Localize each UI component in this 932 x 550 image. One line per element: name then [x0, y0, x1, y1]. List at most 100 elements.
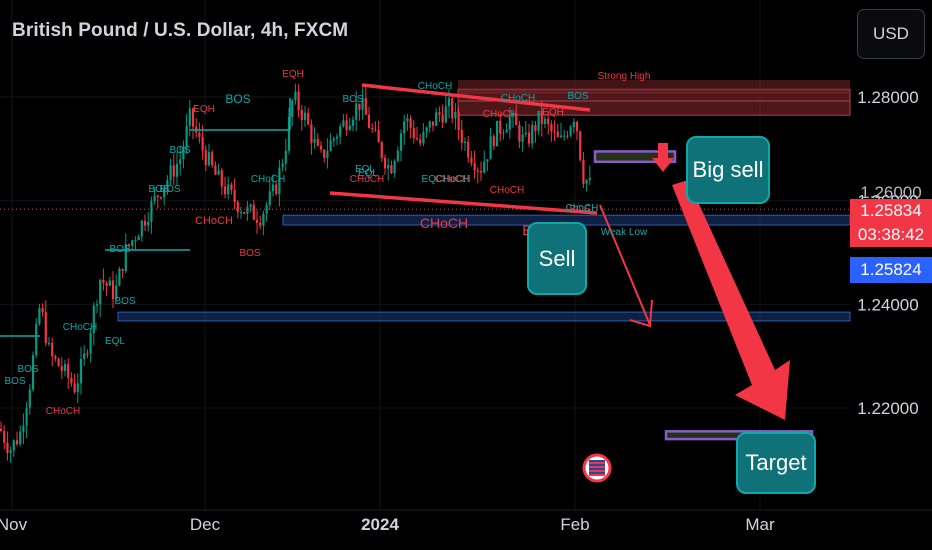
- x-tick-label: Feb: [560, 515, 589, 534]
- partial-price-label: 1.26000: [860, 183, 922, 202]
- structure-label: Strong High: [598, 71, 651, 82]
- candle-body: [166, 180, 169, 188]
- structure-label: CHoCH: [490, 185, 524, 196]
- candle-body: [431, 121, 435, 126]
- candle-body: [521, 134, 524, 142]
- candle-body: [169, 165, 172, 181]
- structure-label: CHoCH: [195, 215, 233, 227]
- candle-body: [572, 121, 575, 128]
- candle-body: [543, 118, 547, 124]
- candle-body: [185, 125, 188, 147]
- candle-body: [284, 150, 287, 164]
- structure-label: BOS: [567, 91, 588, 102]
- candle-body: [172, 165, 175, 177]
- candle-body: [86, 353, 89, 355]
- candle-body: [492, 136, 495, 147]
- candle-body: [105, 282, 108, 286]
- candle-body: [531, 125, 534, 144]
- candle-body: [460, 129, 463, 143]
- sell-arrow-head: [629, 299, 653, 328]
- candle-body: [463, 141, 467, 143]
- candle-body: [294, 91, 297, 101]
- candle-body: [102, 279, 105, 283]
- candle-body: [447, 98, 451, 107]
- zone-box: [593, 150, 677, 164]
- candle-body: [563, 135, 566, 137]
- candle-body: [188, 108, 191, 126]
- candle-body: [127, 244, 131, 246]
- candle-body: [31, 355, 35, 390]
- candle-body: [399, 133, 403, 151]
- candle-body: [191, 108, 195, 127]
- candle-body: [297, 91, 300, 111]
- candle-body: [335, 136, 339, 139]
- candle-body: [489, 136, 492, 160]
- candle-body: [303, 112, 307, 121]
- candle-body: [377, 129, 380, 143]
- candle-body: [457, 112, 460, 130]
- structure-label: BOS: [4, 376, 25, 387]
- candle-body: [422, 131, 425, 144]
- candle-body: [505, 129, 508, 133]
- candle-body: [15, 440, 19, 445]
- candle-body: [214, 165, 217, 175]
- candle-body: [569, 127, 572, 136]
- candle-body: [371, 127, 374, 130]
- candle-body: [319, 145, 323, 150]
- candle-body: [275, 184, 278, 194]
- candle-body: [300, 110, 303, 121]
- candle-body: [236, 201, 239, 213]
- candle-body: [332, 138, 335, 141]
- us-flag-icon-stripe: [589, 474, 605, 476]
- candle-body: [412, 128, 415, 139]
- target-arrow: [672, 180, 790, 420]
- candle-body: [115, 285, 118, 300]
- candle-body: [76, 383, 79, 393]
- candle-body: [223, 186, 227, 195]
- candle-body: [44, 312, 47, 344]
- structure-label: CHoCH: [435, 174, 469, 185]
- candle-body: [95, 304, 99, 306]
- candle-body: [140, 220, 143, 237]
- y-tick-label: 1.24000: [857, 295, 918, 314]
- structure-label: EQL: [105, 336, 125, 347]
- sell-annotation: Sell: [527, 222, 587, 295]
- candle-body: [524, 132, 527, 135]
- target-annotation: Target: [736, 432, 816, 494]
- candle-body: [255, 219, 259, 223]
- candle-body: [499, 120, 502, 134]
- candle-body: [556, 131, 559, 137]
- candle-body: [156, 195, 159, 198]
- candle-body: [387, 165, 390, 169]
- zone-band: [458, 80, 850, 94]
- candle-body: [230, 184, 233, 191]
- currency-button[interactable]: USD: [857, 9, 925, 59]
- candle-body: [60, 366, 63, 371]
- candle-body: [479, 170, 483, 173]
- structure-label: ChoCH: [566, 203, 599, 214]
- candle-body: [550, 124, 553, 132]
- candle-body: [204, 150, 207, 165]
- candle-body: [540, 110, 543, 124]
- candle-body: [12, 440, 15, 451]
- candle-body: [6, 442, 9, 453]
- candle-body: [515, 113, 518, 126]
- chart-title: British Pound / U.S. Dollar, 4h, FXCM: [12, 20, 349, 41]
- candle-body: [111, 280, 115, 300]
- candle-body: [143, 220, 147, 226]
- structure-label: BOS: [225, 92, 250, 106]
- candle-body: [175, 163, 179, 177]
- structure-label: Weak Low: [601, 227, 648, 238]
- candle-body: [259, 222, 262, 226]
- candle-body: [345, 120, 348, 130]
- candle-body: [534, 125, 537, 131]
- x-tick-label: Nov: [0, 515, 28, 534]
- candle-body: [271, 184, 275, 192]
- candle-body: [396, 150, 399, 162]
- candle-body: [108, 280, 111, 286]
- candle-body: [118, 268, 121, 286]
- candle-body: [25, 407, 28, 426]
- candle-body: [220, 170, 223, 187]
- channel-top-line: [361, 83, 591, 112]
